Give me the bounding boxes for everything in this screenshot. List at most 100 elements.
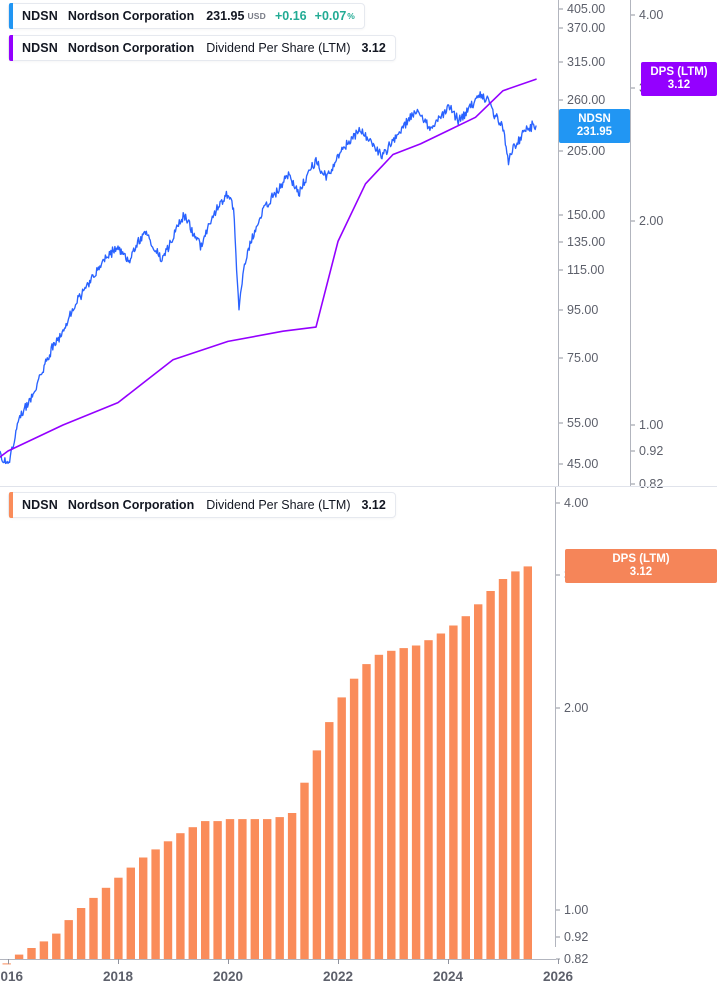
dps-axis-bottom-tick-label: 1.00	[564, 903, 588, 917]
price-chart-panel[interactable]: 405.00370.00315.00260.00205.00150.00135.…	[0, 0, 717, 487]
dps-bar[interactable]	[338, 697, 346, 959]
legend-dps-top-metric: Dividend Per Share (LTM)	[206, 41, 350, 55]
dps-bar[interactable]	[114, 878, 122, 959]
price-axis[interactable]: 405.00370.00315.00260.00205.00150.00135.…	[558, 0, 630, 487]
dps-top-badge-value: 3.12	[641, 79, 717, 92]
price-axis-tick-label: 75.00	[567, 351, 598, 365]
dps-axis-bottom-tickmark	[556, 708, 560, 709]
price-series-swatch	[9, 3, 13, 29]
dps-series-swatch-top	[9, 35, 13, 61]
price-axis-tickmark	[559, 358, 563, 359]
dps-axis-bottom-tick-label: 4.00	[564, 496, 588, 510]
price-axis-tickmark	[559, 28, 563, 29]
price-axis-tickmark	[559, 215, 563, 216]
price-axis-tick-label: 260.00	[567, 93, 605, 107]
time-axis-tick-label: 2026	[543, 969, 573, 984]
price-axis-tick-label: 370.00	[567, 21, 605, 35]
time-axis-tick-label: 2020	[213, 969, 243, 984]
dps-axis-top[interactable]: 4.003.002.001.000.920.82DPS (LTM)3.12	[630, 0, 717, 487]
dps-bar[interactable]	[462, 616, 470, 959]
price-badge-ticker: NDSN	[559, 113, 630, 126]
legend-price-ticker: NDSN	[22, 9, 58, 23]
legend-dps-bottom-company: Nordson Corporation	[68, 498, 194, 512]
dps-bar[interactable]	[412, 646, 420, 960]
dps-bar[interactable]	[176, 833, 184, 959]
dps-bar[interactable]	[102, 888, 110, 959]
dps-bar[interactable]	[151, 849, 159, 959]
dps-axis-top-tickmark	[631, 451, 635, 452]
dps-line-top	[0, 79, 536, 484]
dps-bar[interactable]	[238, 819, 246, 959]
dps-top-badge-label: DPS (LTM)	[641, 66, 717, 79]
dps-bar[interactable]	[400, 648, 408, 959]
price-axis-badge[interactable]: NDSN231.95	[559, 109, 630, 143]
legend-dps-top[interactable]: NDSN Nordson Corporation Dividend Per Sh…	[8, 35, 396, 61]
dps-bar[interactable]	[251, 819, 259, 959]
dps-bar[interactable]	[511, 571, 519, 959]
dps-bar[interactable]	[288, 813, 296, 959]
legend-dps-bottom-ticker: NDSN	[22, 498, 58, 512]
legend-price-change: +0.16	[275, 9, 307, 23]
dps-bar[interactable]	[89, 898, 97, 959]
legend-price-currency: USD	[247, 11, 266, 21]
dps-bar[interactable]	[375, 655, 383, 959]
time-axis-tick-label: 2018	[103, 969, 133, 984]
dps-bar[interactable]	[350, 679, 358, 959]
dps-bar[interactable]	[127, 868, 135, 959]
dps-bar[interactable]	[65, 920, 73, 959]
dps-bar[interactable]	[27, 948, 35, 959]
dps-axis-top-tickmark	[631, 484, 635, 485]
dps-bar[interactable]	[474, 604, 482, 959]
price-axis-tickmark	[559, 242, 563, 243]
dps-bar[interactable]	[325, 722, 333, 959]
legend-price[interactable]: NDSN Nordson Corporation 231.95 USD +0.1…	[8, 3, 365, 29]
price-axis-tick-label: 150.00	[567, 208, 605, 222]
dps-bar[interactable]	[424, 640, 432, 959]
dps-axis-bottom[interactable]: 4.003.002.001.000.920.82DPS (LTM)3.12	[555, 487, 717, 1005]
dps-bar[interactable]	[276, 817, 284, 959]
dps-bar[interactable]	[164, 841, 172, 959]
dps-bar[interactable]	[213, 821, 221, 959]
dps-bar[interactable]	[437, 634, 445, 960]
dps-bar[interactable]	[300, 783, 308, 959]
price-axis-tickmark	[559, 62, 563, 63]
legend-dps-bottom-value: 3.12	[361, 498, 385, 512]
dps-axis-bottom-badge[interactable]: DPS (LTM)3.12	[565, 549, 717, 583]
dps-bar[interactable]	[486, 591, 494, 959]
price-axis-tick-label: 135.00	[567, 235, 605, 249]
dps-bar[interactable]	[226, 819, 234, 959]
price-axis-tickmark	[559, 310, 563, 311]
dps-axis-top-tick-label: 4.00	[639, 8, 663, 22]
legend-price-pct-sign: %	[347, 11, 355, 21]
dps-bottom-badge-label: DPS (LTM)	[565, 553, 717, 566]
legend-price-company: Nordson Corporation	[68, 9, 194, 23]
dps-bar[interactable]	[524, 566, 532, 959]
dps-bar[interactable]	[189, 827, 197, 959]
dps-axis-line-top	[630, 0, 631, 487]
dps-bar[interactable]	[387, 651, 395, 959]
dps-axis-bottom-tick-label: 2.00	[564, 701, 588, 715]
legend-price-change-pct: +0.07	[315, 9, 347, 23]
time-axis-tickmark	[228, 959, 229, 964]
dps-bar[interactable]	[77, 908, 85, 959]
dps-axis-top-badge[interactable]: DPS (LTM)3.12	[641, 62, 717, 96]
dps-bar[interactable]	[263, 819, 271, 959]
legend-price-value: 231.95	[206, 9, 244, 23]
dps-axis-top-tick-label: 2.00	[639, 214, 663, 228]
legend-dps-bottom[interactable]: NDSN Nordson Corporation Dividend Per Sh…	[8, 492, 396, 518]
dps-bar[interactable]	[362, 664, 370, 959]
price-axis-tick-label: 55.00	[567, 416, 598, 430]
time-axis[interactable]: 201620182020202220242026	[0, 959, 717, 1005]
dps-chart-panel[interactable]: 4.003.002.001.000.920.82DPS (LTM)3.12 ND…	[0, 487, 717, 1005]
dps-bar[interactable]	[449, 626, 457, 960]
time-axis-tick-label: 2016	[0, 969, 23, 984]
dps-bar[interactable]	[499, 579, 507, 959]
dps-bar[interactable]	[52, 934, 60, 959]
time-axis-line	[0, 959, 556, 960]
legend-dps-top-company: Nordson Corporation	[68, 41, 194, 55]
dps-bar[interactable]	[313, 750, 321, 959]
price-axis-tick-label: 115.00	[567, 263, 604, 277]
dps-bar[interactable]	[139, 858, 147, 960]
dps-bar[interactable]	[201, 821, 209, 959]
dps-bar[interactable]	[40, 941, 48, 959]
